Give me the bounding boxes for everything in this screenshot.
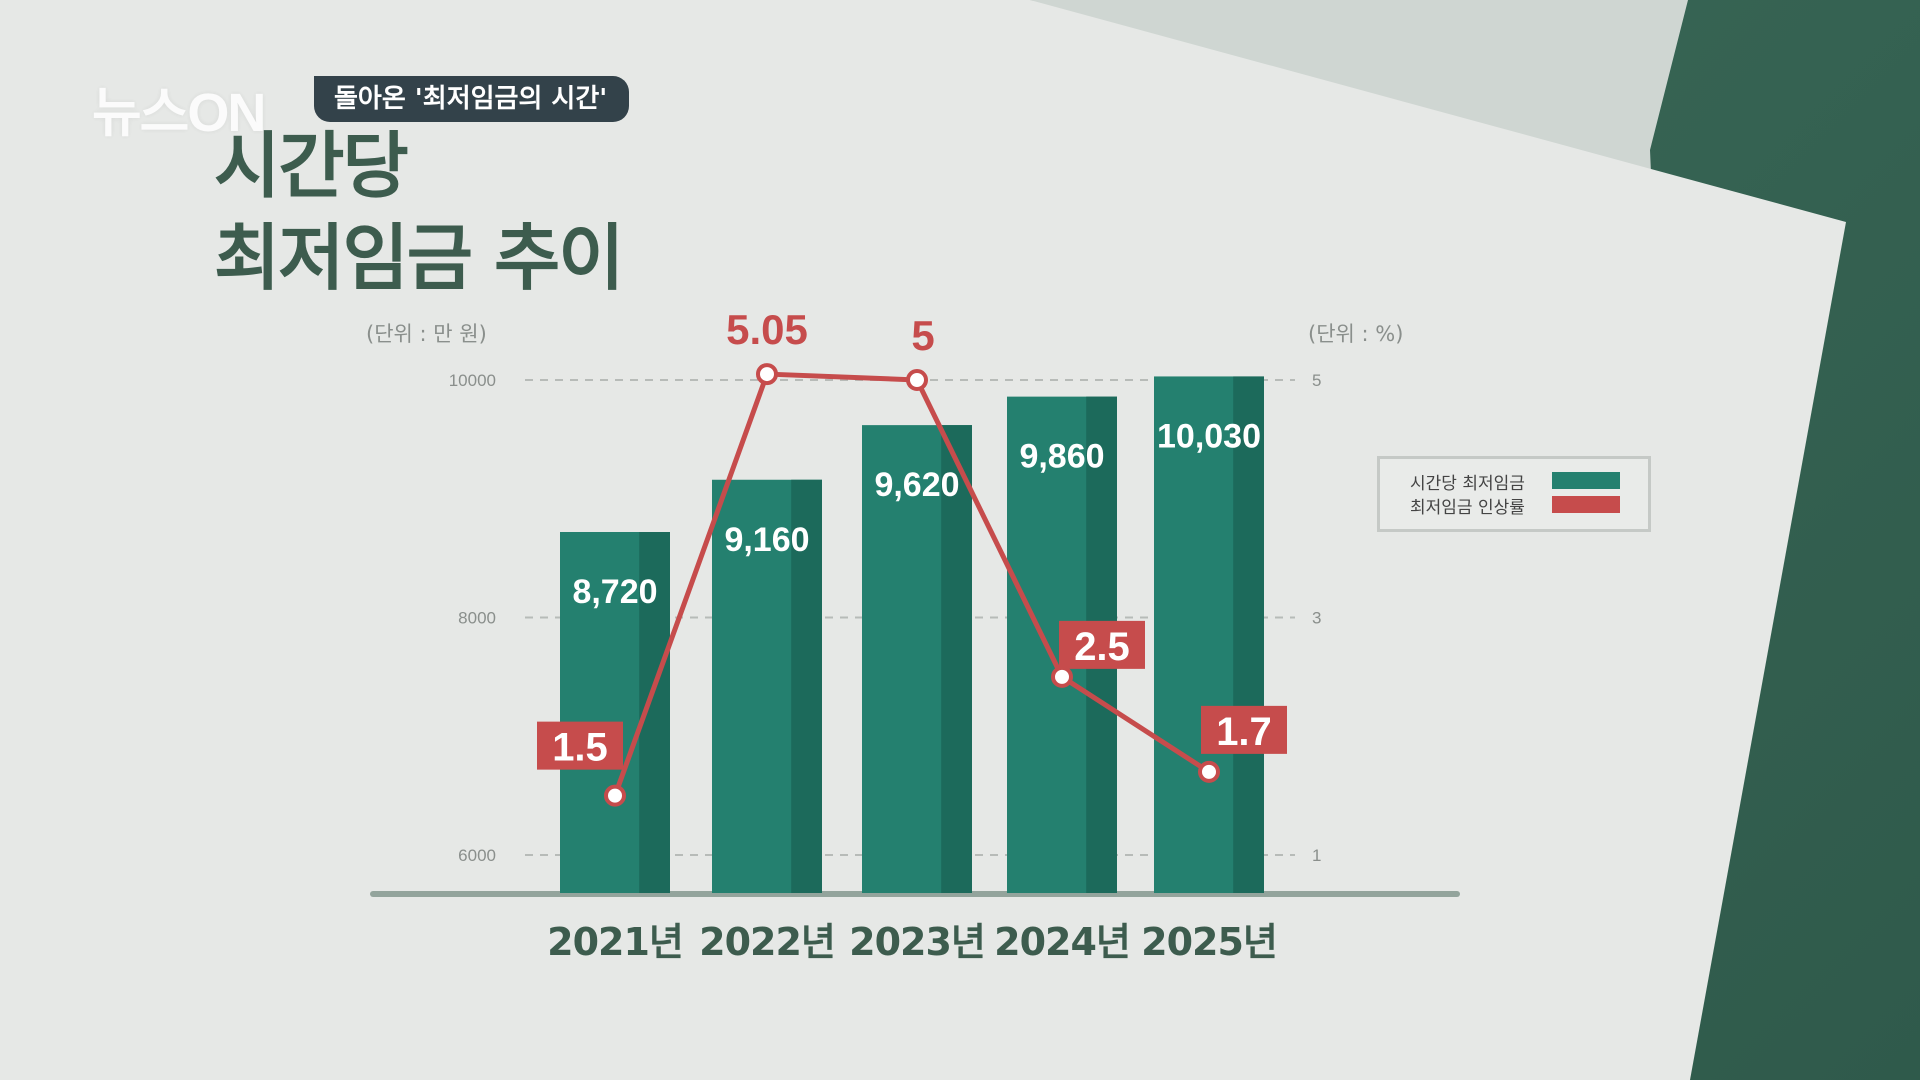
legend-swatch-rate — [1552, 496, 1620, 513]
bar-value-label: 9,620 — [874, 466, 959, 504]
left-axis-unit: (단위 : 만 원) — [366, 322, 487, 346]
title-line-1: 시간당 — [214, 124, 409, 208]
y-right-tick-label: 1 — [1312, 846, 1321, 865]
rate-point — [906, 369, 928, 391]
y-left-tick-label: 10000 — [449, 371, 496, 390]
rate-point — [1051, 665, 1073, 688]
legend-swatch-wage — [1552, 472, 1620, 489]
x-tick-label: 2024년 — [994, 920, 1130, 964]
title-line-2: 최저임금 추이 — [214, 216, 625, 300]
rate-value-label: 5.05 — [726, 306, 808, 353]
bar-shade — [791, 479, 822, 893]
rate-point — [604, 784, 626, 807]
news-logo: 뉴스ON — [92, 83, 266, 143]
bar-value-label: 9,160 — [724, 521, 809, 559]
rate-value-label: 1.5 — [552, 726, 608, 770]
y-left-tick-label: 6000 — [458, 846, 496, 865]
x-tick-label: 2023년 — [849, 920, 985, 964]
y-left-tick-label: 8000 — [458, 609, 496, 628]
bar-shade — [1233, 376, 1264, 893]
rate-value-label: 5 — [911, 312, 934, 359]
right-axis-unit: (단위 : %) — [1308, 322, 1404, 346]
segment-tag: 돌아온 '최저임금의 시간' — [314, 76, 630, 122]
rate-label-box — [537, 721, 623, 770]
page-title: 시간당 최저임금 추이 — [214, 120, 625, 304]
y-right-tick-label: 3 — [1312, 609, 1321, 628]
x-tick-label: 2025년 — [1141, 920, 1277, 964]
x-tick-label: 2022년 — [699, 920, 835, 964]
rate-point — [1198, 760, 1220, 783]
y-right-tick-label: 5 — [1312, 371, 1321, 390]
legend-label-wage: 시간당 최저임금 — [1410, 474, 1525, 494]
bar-value-label: 9,860 — [1019, 438, 1104, 476]
rate-label-box — [1201, 705, 1287, 754]
x-tick-label: 2021년 — [547, 920, 683, 964]
legend-label-rate: 최저임금 인상률 — [1410, 498, 1525, 518]
bar-value-label: 8,720 — [572, 573, 657, 611]
rate-value-label: 2.5 — [1074, 625, 1130, 669]
chart-legend: 시간당 최저임금 최저임금 인상률 — [1377, 456, 1651, 532]
rate-label-box — [1059, 620, 1145, 669]
rate-point — [756, 363, 778, 386]
bar-value-label: 10,030 — [1157, 417, 1261, 455]
bar-shade — [941, 425, 972, 893]
rate-value-label: 1.7 — [1216, 710, 1272, 754]
